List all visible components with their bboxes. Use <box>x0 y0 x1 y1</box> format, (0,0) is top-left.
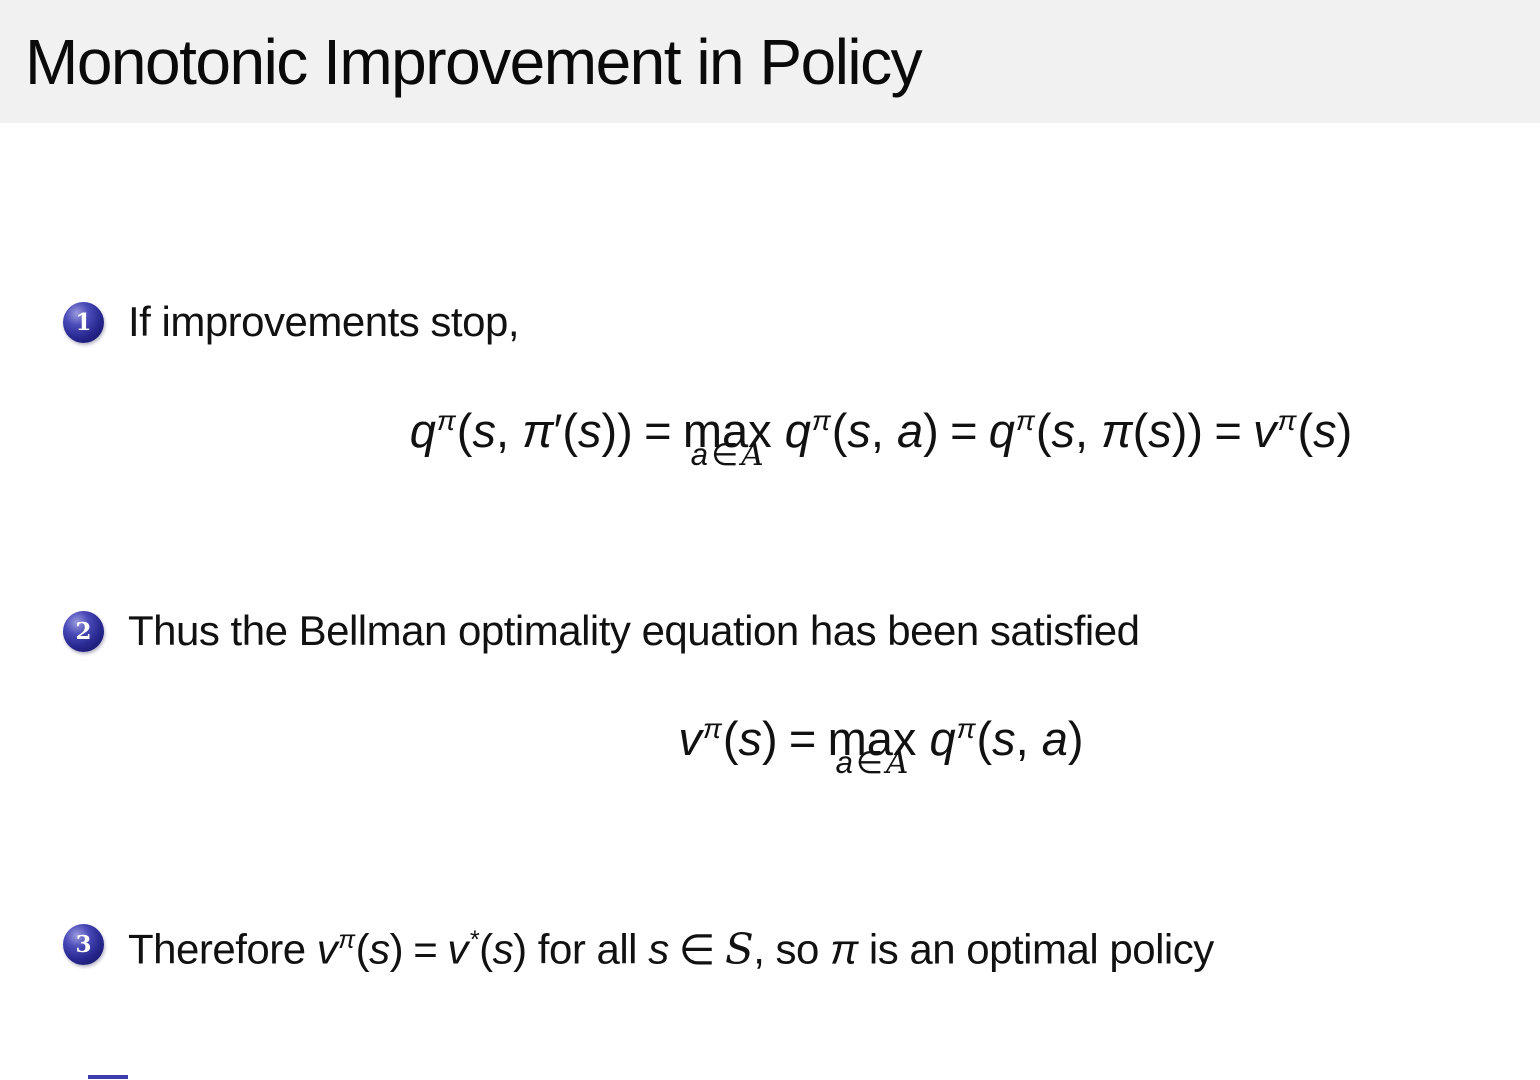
footer-progress-fragment <box>88 1075 128 1079</box>
item-3-text: Therefore vπ(s) = v*(s) for all s ∈ S, so π … <box>128 924 1214 974</box>
enumerate-ball-1: 1 <box>63 301 104 343</box>
formula-bellman-optimality: vπ(s) = max a∈A qπ(s, a) <box>678 711 1084 781</box>
enumerate-item-2: 2 Thus the Bellman optimality equation h… <box>63 607 1140 655</box>
item-2-text: Thus the Bellman optimality equation has… <box>128 607 1140 654</box>
frame-title-band: Monotonic Improvement in Policy <box>0 0 1540 123</box>
enumerate-ball-3: 3 <box>63 924 104 966</box>
enumerate-number-2: 2 <box>75 617 92 645</box>
enumerate-number-3: 3 <box>75 931 92 959</box>
item-1-text: If improvements stop, <box>128 298 519 345</box>
enumerate-item-3: 3 Therefore vπ(s) = v*(s) for all s ∈ S, so … <box>63 916 1214 974</box>
enumerate-number-1: 1 <box>75 308 92 336</box>
enumerate-ball-2: 2 <box>63 610 104 652</box>
formula-q-max: qπ(s, π′(s)) = max a∈A qπ(s, a) = qπ(s, π(s))… <box>409 403 1353 473</box>
slide-title: Monotonic Improvement in Policy <box>25 25 923 98</box>
enumerate-item-1: 1 If improvements stop, <box>63 298 519 346</box>
